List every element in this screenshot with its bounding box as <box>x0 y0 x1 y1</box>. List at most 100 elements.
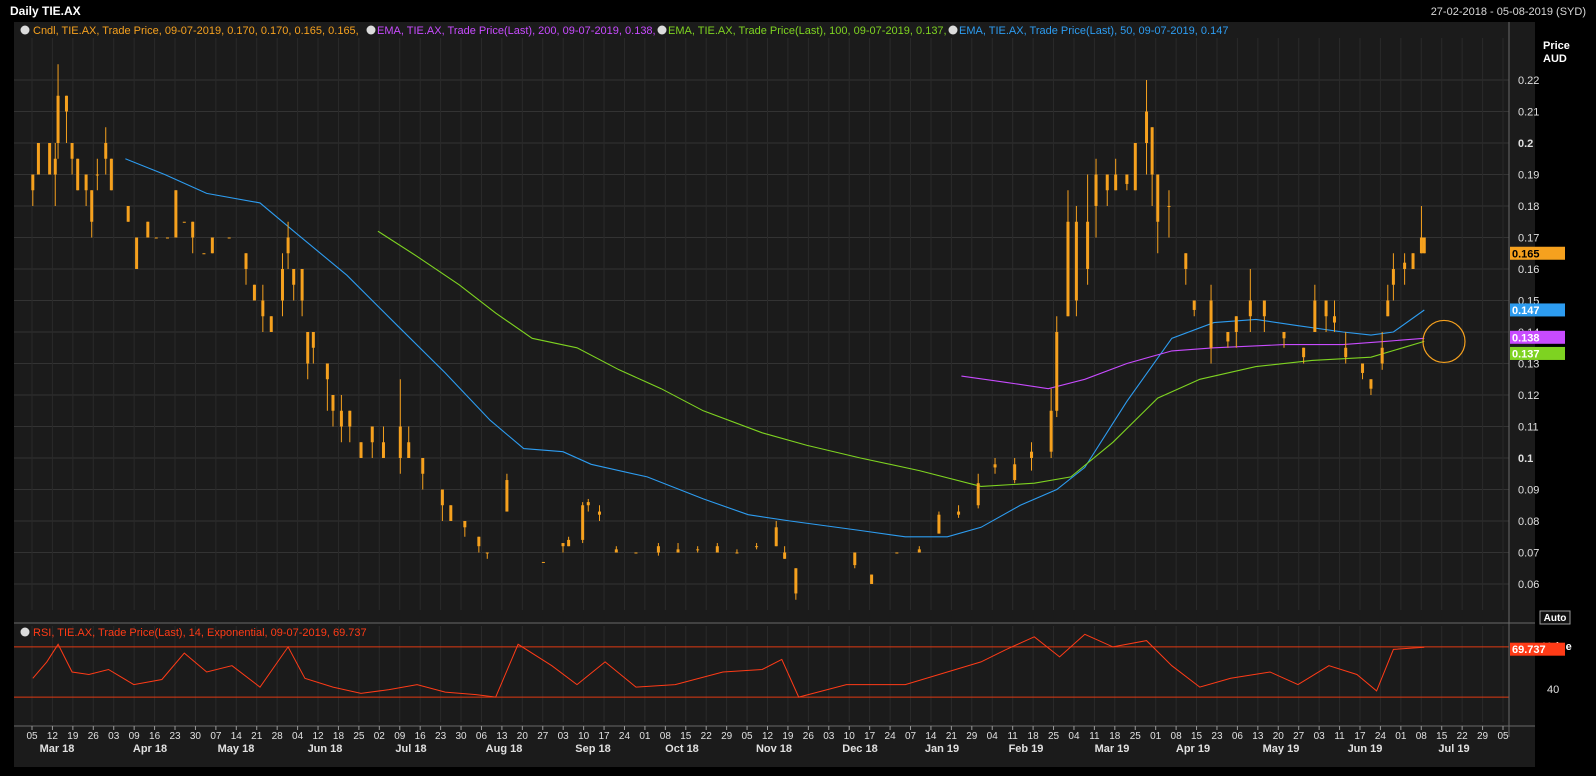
x-day-label: 04 <box>292 731 304 742</box>
x-day-label: 12 <box>47 731 59 742</box>
price-tick-label: 0.19 <box>1518 170 1539 182</box>
rsi-tick-40: 40 <box>1547 684 1559 696</box>
x-month-label: Aug 18 <box>486 743 523 755</box>
x-day-label: 03 <box>558 731 570 742</box>
x-day-label: 02 <box>374 731 386 742</box>
badge-ema200-bg <box>1510 330 1565 344</box>
candle-body <box>1344 347 1348 358</box>
candle-body <box>917 549 921 553</box>
x-day-label: 03 <box>108 731 120 742</box>
candle-body <box>70 143 74 159</box>
candle-body <box>696 549 700 551</box>
auto-scale-button-price[interactable]: Auto <box>1539 610 1571 625</box>
candle-body <box>541 561 545 563</box>
legend-rsi-toggle-icon[interactable] <box>20 627 30 637</box>
x-month-label: May 19 <box>1263 743 1300 755</box>
price-tick-label: 0.21 <box>1518 107 1539 119</box>
candle-body <box>1234 316 1238 332</box>
candle-body <box>325 363 329 380</box>
x-day-label: 24 <box>1375 731 1387 742</box>
x-day-label: 08 <box>1416 731 1428 742</box>
candle-body <box>463 521 467 528</box>
legend-ema100-toggle-icon[interactable] <box>657 25 667 35</box>
legend-ema200-toggle-icon[interactable] <box>366 25 376 35</box>
candle-body <box>421 458 425 474</box>
legend-ema200: EMA, TIE.AX, Trade Price(Last), 200, 09-… <box>377 25 656 37</box>
x-day-label: 29 <box>966 731 978 742</box>
candle-body <box>1332 316 1336 323</box>
x-day-label: 29 <box>1477 731 1489 742</box>
x-day-label: 11 <box>1089 731 1100 742</box>
price-tick-label: 0.12 <box>1518 390 1539 402</box>
candle-body <box>1313 300 1317 332</box>
ema50-path <box>125 158 1425 538</box>
rsi-path <box>32 633 1425 698</box>
candle-body <box>292 269 296 285</box>
legend-rsi: RSI, TIE.AX, Trade Price(Last), 14, Expo… <box>33 627 367 639</box>
price-tick-label: 0.13 <box>1518 359 1539 371</box>
badge-ema50-bg <box>1510 303 1565 317</box>
x-day-label: 20 <box>1273 731 1285 742</box>
candle-body <box>1361 363 1365 373</box>
price-axis-unit: AUD <box>1543 53 1567 65</box>
candle-body <box>1403 262 1407 269</box>
x-month-label: Apr 19 <box>1176 743 1210 755</box>
x-month-label: Mar 19 <box>1095 743 1130 755</box>
candle-body <box>597 511 601 515</box>
candle-body <box>1074 221 1078 301</box>
x-month-label: Apr 18 <box>133 743 167 755</box>
candle-body <box>56 95 60 143</box>
candle-body <box>407 442 411 458</box>
x-day-label: 10 <box>844 731 856 742</box>
auto-button-frame[interactable] <box>1539 610 1571 625</box>
x-day-label: 05 <box>1497 731 1509 742</box>
ema50-line <box>125 158 1425 538</box>
candle-body <box>485 552 489 554</box>
x-day-label: 22 <box>701 731 713 742</box>
legend-ema50-toggle-icon[interactable] <box>948 25 958 35</box>
price-tick-label: 0.17 <box>1518 233 1539 245</box>
x-day-label: 01 <box>639 731 651 742</box>
candle-body <box>146 221 150 238</box>
legend-row: Cndl, TIE.AX, Trade Price, 09-07-2019, 0… <box>20 25 1228 639</box>
candle-body <box>755 546 759 548</box>
candle-body <box>1125 174 1129 184</box>
x-day-label: 08 <box>1171 731 1183 742</box>
legend-candle-toggle-icon[interactable] <box>20 25 30 35</box>
x-month-label: Feb 19 <box>1009 743 1044 755</box>
candle-body <box>64 95 68 112</box>
x-day-label: 07 <box>905 731 917 742</box>
candle-body <box>715 546 719 553</box>
candle-body <box>449 505 453 521</box>
candle-body <box>1209 300 1213 348</box>
candle-body <box>937 514 941 534</box>
candle-body <box>957 511 961 515</box>
candle-body <box>676 549 680 553</box>
badge-last-price: 0.165 <box>1512 248 1540 260</box>
ema100-path <box>377 230 1425 487</box>
x-day-label: 27 <box>1293 731 1305 742</box>
x-day-label: 07 <box>210 731 222 742</box>
price-tick-label: 0.07 <box>1518 548 1539 560</box>
candle-body <box>210 237 214 254</box>
price-tick-label: 0.18 <box>1518 201 1539 213</box>
price-tick-label: 0.1 <box>1518 453 1533 465</box>
candle-body <box>280 269 284 301</box>
candle-body <box>126 206 130 222</box>
candle-body <box>1391 269 1395 285</box>
x-day-label: 12 <box>312 731 324 742</box>
highlight-circle <box>1422 319 1466 364</box>
x-day-label: 25 <box>353 731 365 742</box>
x-day-label: 28 <box>272 731 284 742</box>
candle-body <box>1282 332 1286 339</box>
candle-body <box>53 158 57 175</box>
candle-body <box>1226 332 1230 342</box>
x-day-label: 04 <box>987 731 999 742</box>
candle-body <box>870 574 874 584</box>
x-day-label: 15 <box>1436 731 1448 742</box>
candle-body <box>269 316 273 332</box>
candle-body <box>331 395 335 411</box>
x-day-label: 23 <box>1211 731 1223 742</box>
